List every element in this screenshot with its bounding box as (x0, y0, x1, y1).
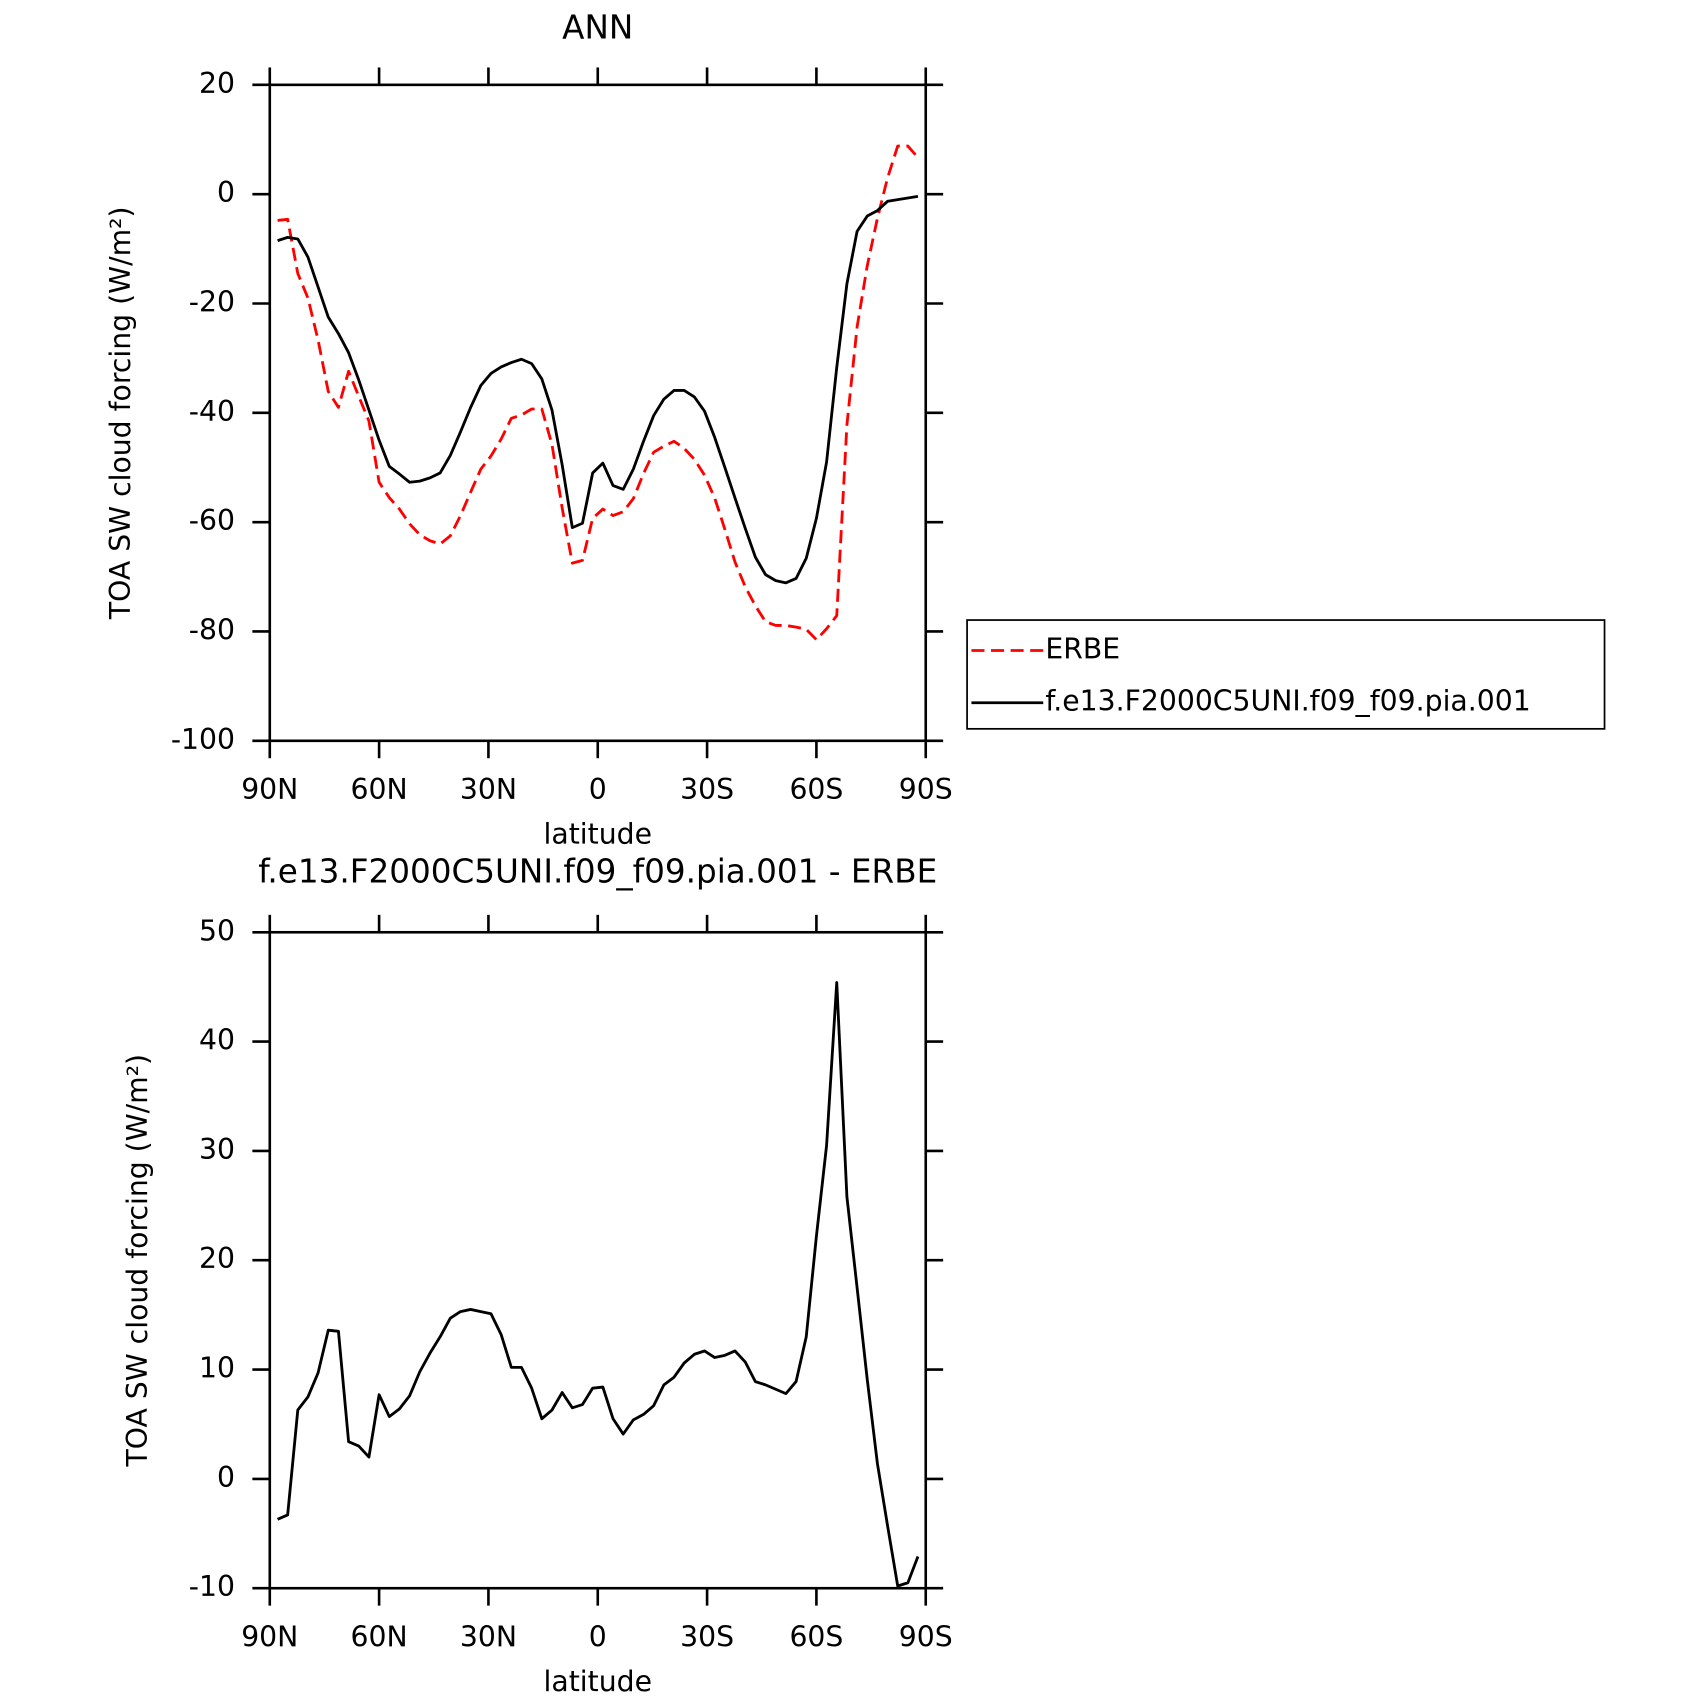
data-line (277, 144, 919, 642)
y-tick-label: 50 (199, 914, 235, 947)
y-tick-label: 10 (199, 1352, 235, 1385)
x-axis-label: latitude (544, 1665, 652, 1697)
plot-frame (268, 930, 928, 1590)
legend-label: f.e13.F2000C5UNI.f09_f09.pia.001 (1045, 685, 1530, 718)
x-tick-label: 90S (899, 773, 953, 806)
x-tick-label: 0 (589, 1620, 607, 1653)
y-tick-label: -20 (189, 286, 235, 319)
x-tick-label: 30S (680, 1620, 734, 1653)
y-tick-label: 20 (199, 67, 235, 100)
x-tick-label: 90S (899, 1620, 953, 1653)
x-tick-label: 60S (789, 773, 843, 806)
x-tick-label: 90N (241, 1620, 298, 1653)
y-tick-label: 40 (199, 1024, 235, 1057)
y-tick-label: 20 (199, 1242, 235, 1275)
chart-title: f.e13.F2000C5UNI.f09_f09.pia.001 - ERBE (258, 853, 937, 891)
y-tick-label: -10 (189, 1570, 235, 1603)
x-tick-label: 30N (460, 1620, 517, 1653)
x-tick-label: 0 (589, 773, 607, 806)
y-tick-label: -80 (189, 613, 235, 646)
x-tick-label: 60N (351, 773, 408, 806)
legend-label: ERBE (1045, 633, 1120, 666)
y-tick-label: 30 (199, 1133, 235, 1166)
data-line (277, 194, 919, 585)
y-tick-label: -100 (171, 723, 235, 756)
x-tick-label: 30N (460, 773, 517, 806)
x-tick-label: 60N (351, 1620, 408, 1653)
plot-frame (268, 83, 928, 743)
y-axis-label: TOA SW cloud forcing (W/m²) (121, 1054, 154, 1468)
y-tick-label: -40 (189, 395, 235, 428)
y-tick-label: -60 (189, 504, 235, 537)
y-tick-label: 0 (217, 176, 235, 209)
x-tick-label: 90N (241, 773, 298, 806)
data-line (277, 981, 920, 1588)
y-axis-label: TOA SW cloud forcing (W/m²) (104, 207, 137, 621)
legend-box (966, 619, 1606, 730)
x-axis-label: latitude (544, 817, 652, 850)
y-tick-label: 0 (217, 1461, 235, 1494)
chart-title: ANN (562, 8, 633, 46)
x-tick-label: 60S (789, 1620, 843, 1653)
x-tick-label: 30S (680, 773, 734, 806)
